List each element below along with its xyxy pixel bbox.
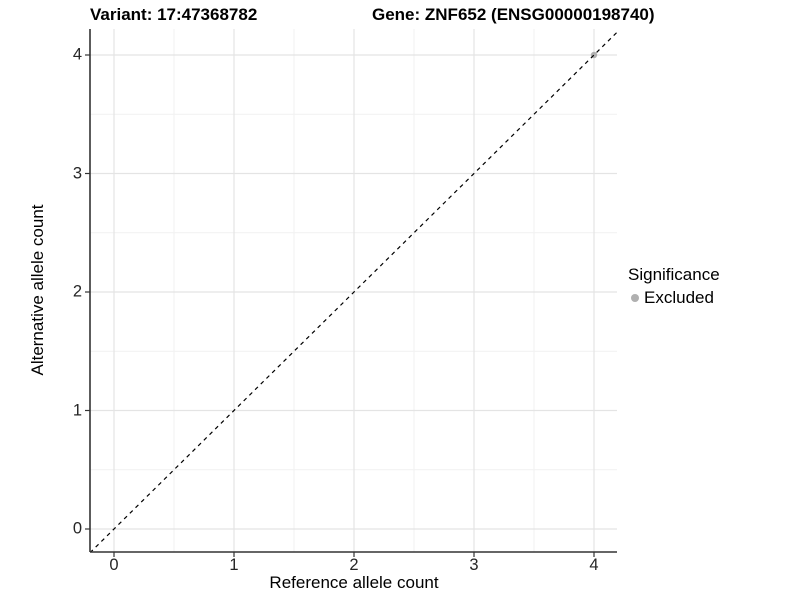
y-axis-title: Alternative allele count <box>28 204 47 376</box>
x-tick-label: 0 <box>109 556 119 574</box>
x-tick-label: 3 <box>469 556 479 574</box>
y-tick-label: 1 <box>72 401 82 419</box>
y-tick-label: 0 <box>72 519 82 538</box>
y-tick-label: 3 <box>72 164 82 182</box>
legend-item-excluded: Excluded <box>628 288 720 308</box>
x-axis-title: Reference allele count <box>269 573 439 592</box>
x-tick-label: 2 <box>349 556 359 574</box>
x-tick-label: 4 <box>589 556 599 574</box>
x-tick-label: 1 <box>229 556 239 574</box>
excluded-point-icon <box>631 294 639 302</box>
identity-line <box>90 31 617 552</box>
y-tick-label: 4 <box>72 45 82 64</box>
legend-item-label: Excluded <box>644 288 714 307</box>
variant-title: Variant: 17:47368782 <box>90 5 258 24</box>
legend: Significance Excluded <box>628 265 720 308</box>
gene-title: Gene: ZNF652 (ENSG00000198740) <box>372 5 655 24</box>
y-tick-label: 2 <box>72 282 82 301</box>
legend-title: Significance <box>628 265 720 284</box>
